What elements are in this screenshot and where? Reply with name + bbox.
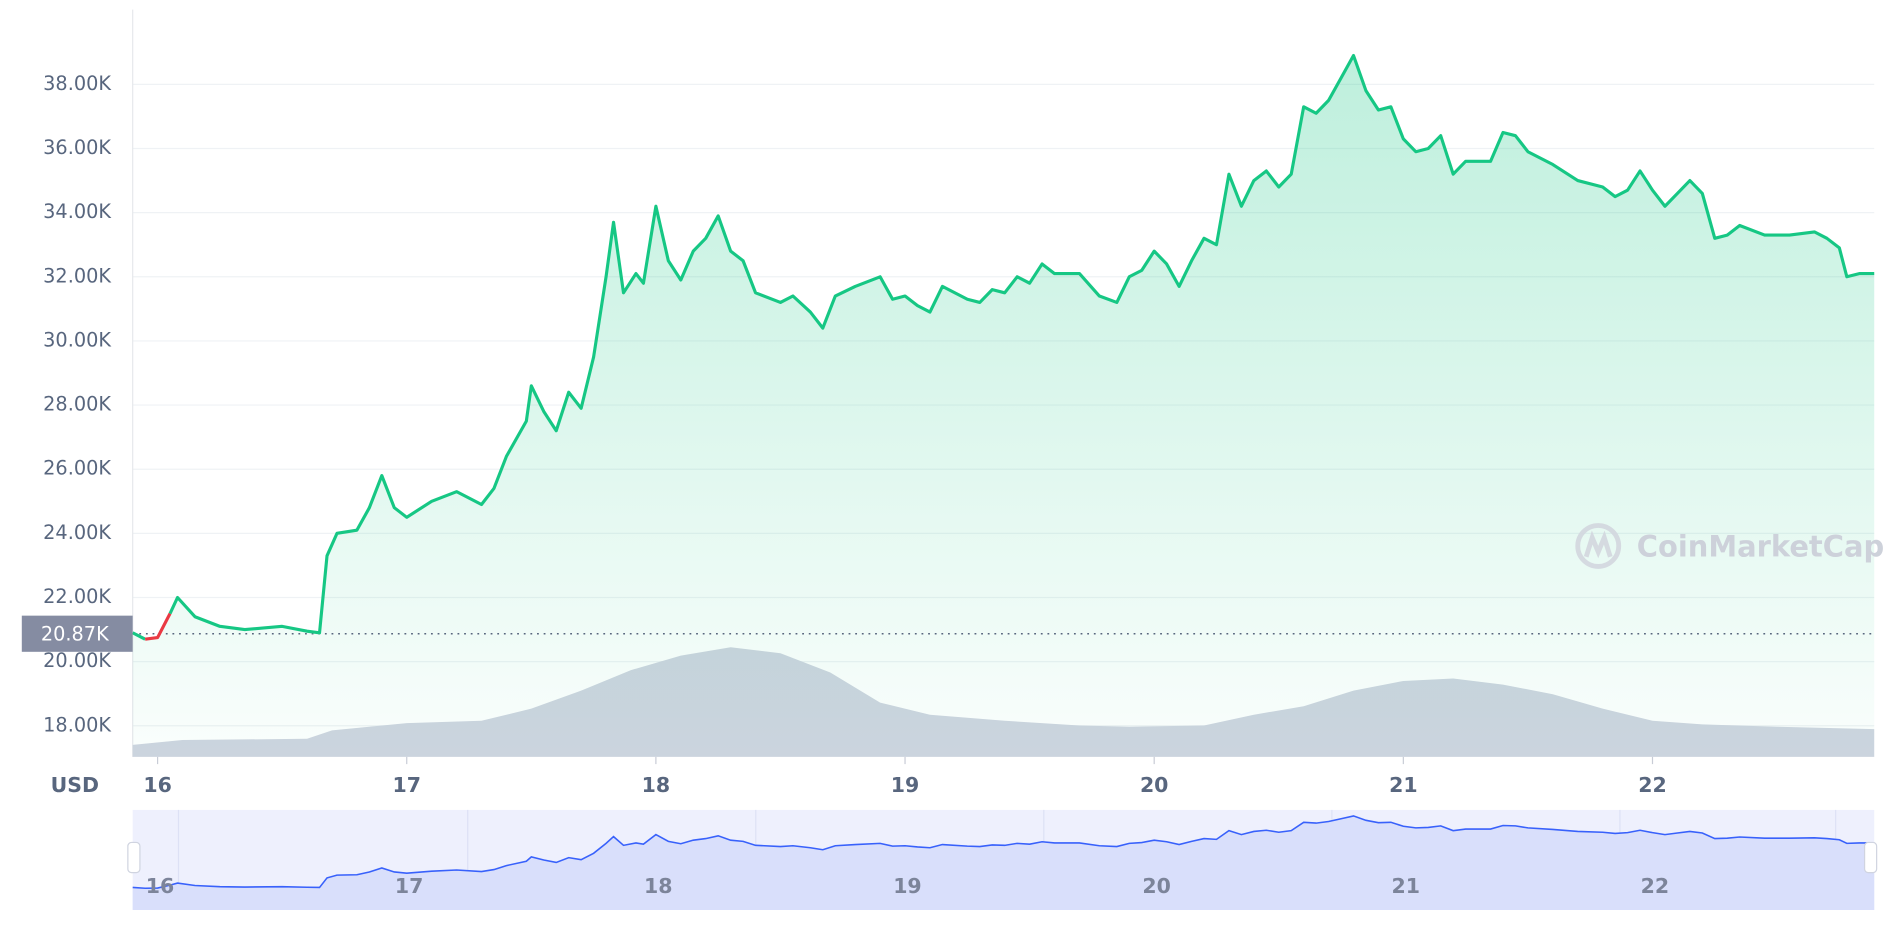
x-tick-label: 19: [891, 773, 919, 797]
logo-mark: [1583, 530, 1613, 559]
y-axis-label: USD: [51, 773, 99, 797]
watermark: CoinMarketCap: [1637, 529, 1884, 563]
x-tick-label: 21: [1389, 773, 1417, 797]
price-area: [132, 55, 1875, 757]
y-tick-label: 24.00K: [43, 521, 112, 544]
y-tick-label: 20.00K: [43, 649, 112, 672]
y-tick-label: 26.00K: [43, 457, 112, 480]
navigator-handle[interactable]: [127, 841, 141, 874]
price-line: [144, 612, 172, 641]
y-tick-label: 36.00K: [43, 136, 112, 159]
y-tick-label: 28.00K: [43, 393, 112, 416]
reference-label: 20.87K: [41, 622, 110, 645]
x-tick-label: 22: [1638, 773, 1666, 797]
navigator-line: [132, 815, 1875, 890]
navigator-tick-label: 19: [893, 874, 921, 898]
y-tick-label: 30.00K: [43, 328, 112, 351]
navigator-handle[interactable]: [1863, 841, 1878, 874]
logo-ring: [1575, 523, 1622, 569]
reference-badge: [21, 615, 133, 652]
navigator-area: [132, 815, 1875, 910]
watermark-logo: [1575, 523, 1622, 569]
x-tick-label: 17: [392, 773, 420, 797]
x-tick-label: 16: [143, 773, 171, 797]
y-tick-label: 38.00K: [43, 72, 112, 95]
y-tick-label: 34.00K: [43, 200, 112, 223]
price-line: [168, 53, 1875, 635]
y-tick-label: 22.00K: [43, 585, 112, 608]
x-tick-label: 18: [642, 773, 670, 797]
price-line: [131, 631, 146, 641]
navigator-tick-label: 16: [146, 874, 174, 898]
y-tick-label: 18.00K: [43, 713, 112, 736]
navigator-tick-label: 20: [1142, 874, 1170, 898]
navigator-tick-label: 17: [395, 874, 423, 898]
y-tick-label: 32.00K: [43, 264, 112, 287]
navigator-tick-label: 22: [1641, 874, 1669, 898]
navigator-tick-label: 18: [644, 874, 672, 898]
navigator-tick-label: 21: [1392, 874, 1420, 898]
x-tick-label: 20: [1140, 773, 1168, 797]
